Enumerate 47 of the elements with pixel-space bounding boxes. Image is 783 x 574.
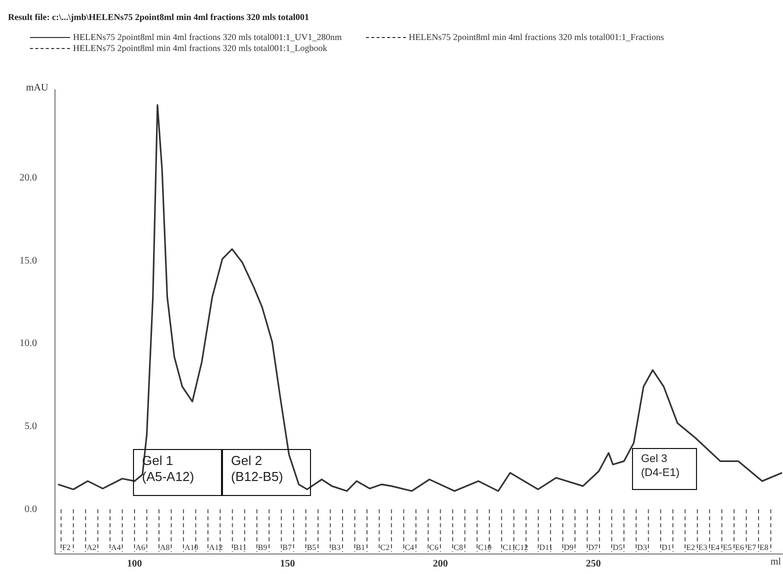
ref-line-label: E5 (722, 543, 732, 552)
ref-line-label: D1 (662, 543, 672, 552)
x-tick-label: 150 (280, 558, 295, 570)
legend-label: HELENs75 2point8ml min 4ml fractions 320 mls total001:1_UV1_280nm (73, 32, 342, 42)
ref-line-label: C2 (380, 543, 390, 552)
ref-line-label: C10 (478, 543, 492, 552)
ref-line-label: A6 (136, 543, 146, 552)
ref-line-label: A10 (184, 543, 198, 552)
ref-line-label: A4 (111, 543, 121, 552)
ref-line-label: E6 (735, 543, 744, 552)
x-tick-label: 100 (127, 558, 142, 570)
ref-line-label: C8 (454, 543, 463, 552)
ref-line-label: D5 (612, 543, 622, 552)
ref-line-label: F2 (62, 543, 71, 552)
y-tick-label: 0.0 (24, 504, 37, 515)
ref-line-label: E2 (686, 543, 696, 552)
ref-line-label: A2 (86, 543, 96, 552)
ref-line-label: E7 (747, 543, 756, 552)
text: HELENs75 2point8ml min 4ml fractions 320 mls total001:1_Fractions (408, 32, 664, 42)
ref-line-label: A8 (160, 543, 170, 552)
annotation: Gel 3 (D4-E1) (641, 452, 681, 480)
ref-line-label: E3 (698, 543, 708, 552)
ref-line-label: C4 (404, 543, 414, 552)
annotation: Gel 2 (B12-B5) (231, 453, 284, 485)
ref-line-label: E4 (710, 543, 720, 552)
text: HELENs75 2point8ml min 4ml fractions 320 mls total001:1_Logbook (73, 43, 328, 53)
ref-line-label: E8 (760, 543, 768, 552)
x-tick-label: 200 (432, 558, 448, 570)
ref-line-label: B1 (356, 543, 366, 552)
ref-line-label: C6 (429, 543, 439, 552)
y-tick-label: 15.0 (20, 255, 37, 266)
chart-title: Result file: c:\...\jmb\HELENs75 2point8ml min 4ml fractions 320 mls total001 (8, 12, 309, 22)
x-axis-title: ml (770, 556, 782, 568)
ref-line-label: A12 (208, 543, 223, 552)
y-tick-label: 10.0 (20, 338, 37, 350)
y-tick-label: 5.0 (24, 421, 37, 432)
ref-line-label: C12 (514, 543, 528, 552)
x-tick-label: 250 (586, 558, 601, 570)
ref-line-label: D9 (564, 543, 574, 552)
ref-line-label: B9 (258, 543, 268, 552)
y-axis-title: mAU (26, 82, 49, 94)
y-tick-label: 20.0 (20, 172, 37, 184)
ref-line-label: D3 (637, 543, 647, 552)
ref-line-label: D7 (588, 543, 598, 552)
ref-line-label: B3 (331, 543, 341, 552)
ref-line-label: B7 (282, 543, 292, 552)
ref-line-label: B5 (306, 543, 316, 552)
